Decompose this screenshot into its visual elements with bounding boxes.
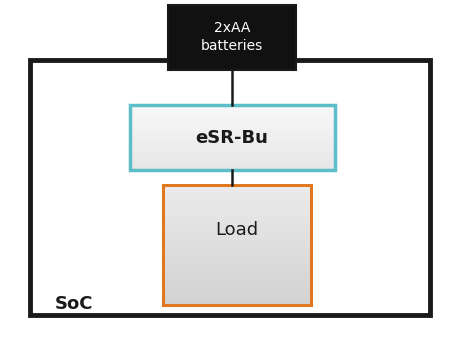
Bar — [163, 213, 311, 217]
Bar — [130, 105, 335, 108]
Bar — [163, 265, 311, 270]
Bar — [163, 225, 311, 230]
Bar — [130, 142, 335, 145]
Bar — [130, 112, 335, 114]
Bar — [163, 293, 311, 298]
Bar — [163, 209, 311, 214]
Bar — [163, 277, 311, 281]
Bar — [163, 297, 311, 301]
Bar — [130, 125, 335, 127]
Bar — [130, 148, 335, 151]
Text: Load: Load — [215, 221, 258, 239]
Bar — [163, 289, 311, 294]
Bar — [130, 153, 335, 155]
Bar — [130, 161, 335, 164]
Bar — [130, 166, 335, 168]
Bar — [130, 140, 335, 142]
Bar — [163, 257, 311, 261]
Bar — [163, 201, 311, 205]
Bar — [163, 229, 311, 233]
Bar — [130, 109, 335, 112]
Text: 2xAA
batteries: 2xAA batteries — [201, 21, 263, 52]
Bar — [130, 146, 335, 149]
Bar — [163, 253, 311, 258]
Bar — [163, 285, 311, 289]
Bar — [130, 144, 335, 147]
Bar — [163, 217, 311, 222]
Bar — [130, 116, 335, 119]
Bar — [163, 197, 311, 202]
Bar — [163, 205, 311, 210]
Bar — [130, 131, 335, 134]
Bar — [130, 155, 335, 158]
Bar — [130, 133, 335, 136]
Bar — [163, 245, 311, 250]
Bar — [163, 185, 311, 189]
Bar — [130, 129, 335, 132]
Bar — [130, 150, 335, 153]
Bar — [30, 60, 430, 315]
Bar — [163, 261, 311, 266]
Bar — [130, 168, 335, 170]
Bar — [130, 163, 335, 166]
Bar — [130, 120, 335, 123]
Bar — [130, 159, 335, 162]
Bar — [163, 189, 311, 194]
Bar — [163, 249, 311, 253]
Bar — [163, 193, 311, 197]
Bar — [130, 114, 335, 116]
Bar — [163, 269, 311, 273]
Text: eSR-Bu: eSR-Bu — [196, 129, 268, 147]
Bar — [163, 241, 311, 245]
Bar — [130, 138, 335, 140]
Bar — [163, 221, 311, 225]
Bar — [130, 105, 335, 170]
Bar — [163, 301, 311, 306]
Bar — [130, 157, 335, 160]
Bar — [130, 118, 335, 121]
Bar — [163, 237, 311, 241]
Bar — [163, 281, 311, 286]
Bar — [130, 135, 335, 138]
Bar — [130, 107, 335, 110]
Bar — [163, 185, 311, 305]
Bar — [168, 5, 296, 70]
Bar — [130, 122, 335, 125]
Bar — [163, 273, 311, 278]
Bar — [130, 127, 335, 130]
Bar — [163, 233, 311, 238]
Text: SoC: SoC — [55, 295, 94, 313]
